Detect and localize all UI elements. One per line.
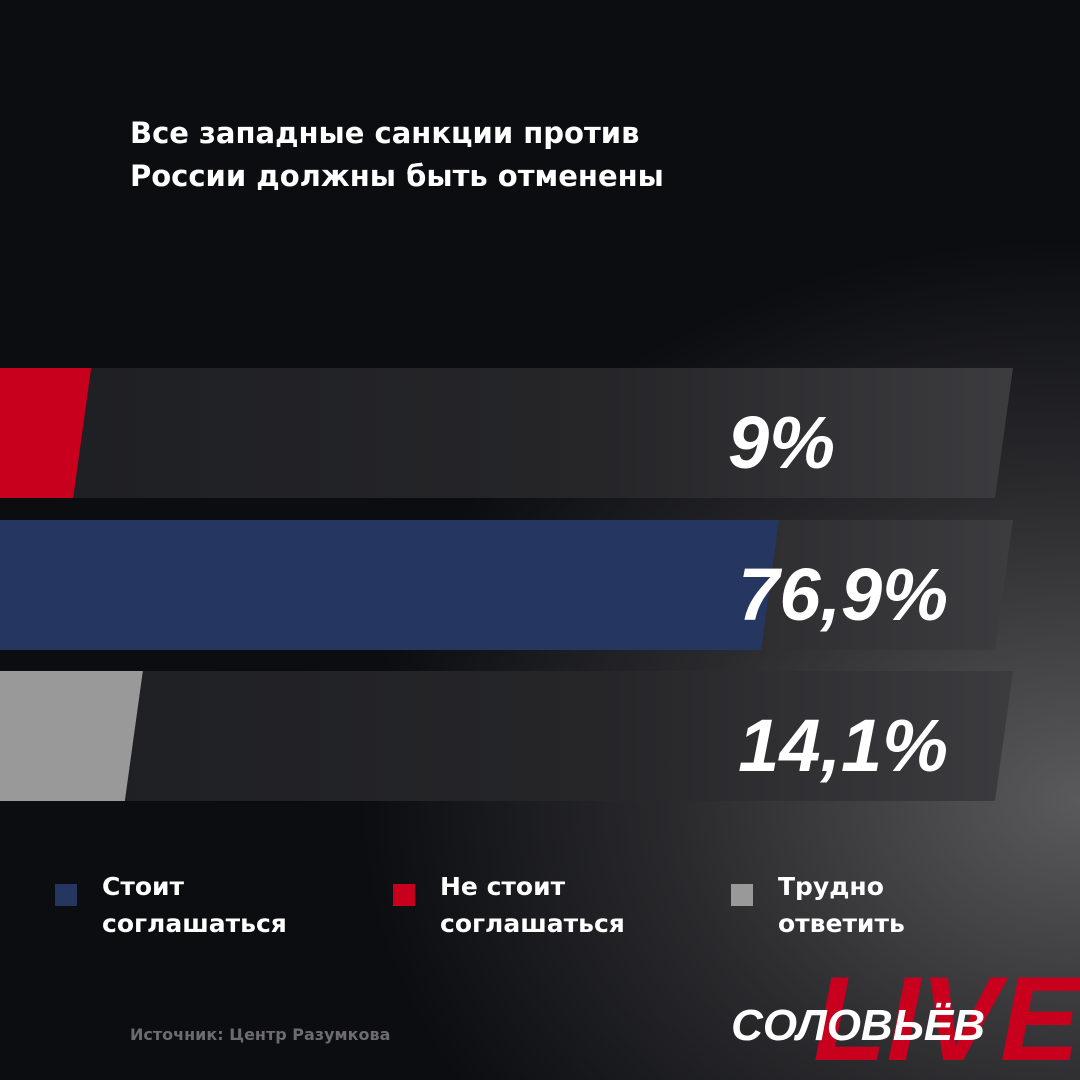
value-label: 9% (728, 401, 835, 484)
legend-label: Не стоит соглашаться (440, 872, 625, 938)
bar (0, 671, 143, 801)
bar (0, 368, 92, 498)
legend-swatch (55, 884, 77, 906)
bar (0, 520, 779, 650)
chart-title: Все западные санкции против России должн… (130, 116, 664, 193)
logo-name: СОЛОВЬЁВ (731, 1001, 985, 1050)
legend-swatch (393, 884, 415, 906)
legend-label: Стоит соглашаться (102, 872, 287, 938)
legend-label: Трудно ответить (778, 872, 905, 938)
legend-swatch (731, 884, 753, 906)
source: Источник: Центр Разумкова (130, 1025, 391, 1044)
bar-track (0, 671, 1013, 801)
value-label: 76,9% (738, 553, 948, 636)
value-label: 14,1% (738, 704, 948, 787)
logo-live: LIVE (813, 952, 1080, 1080)
bar-track (0, 368, 1013, 498)
